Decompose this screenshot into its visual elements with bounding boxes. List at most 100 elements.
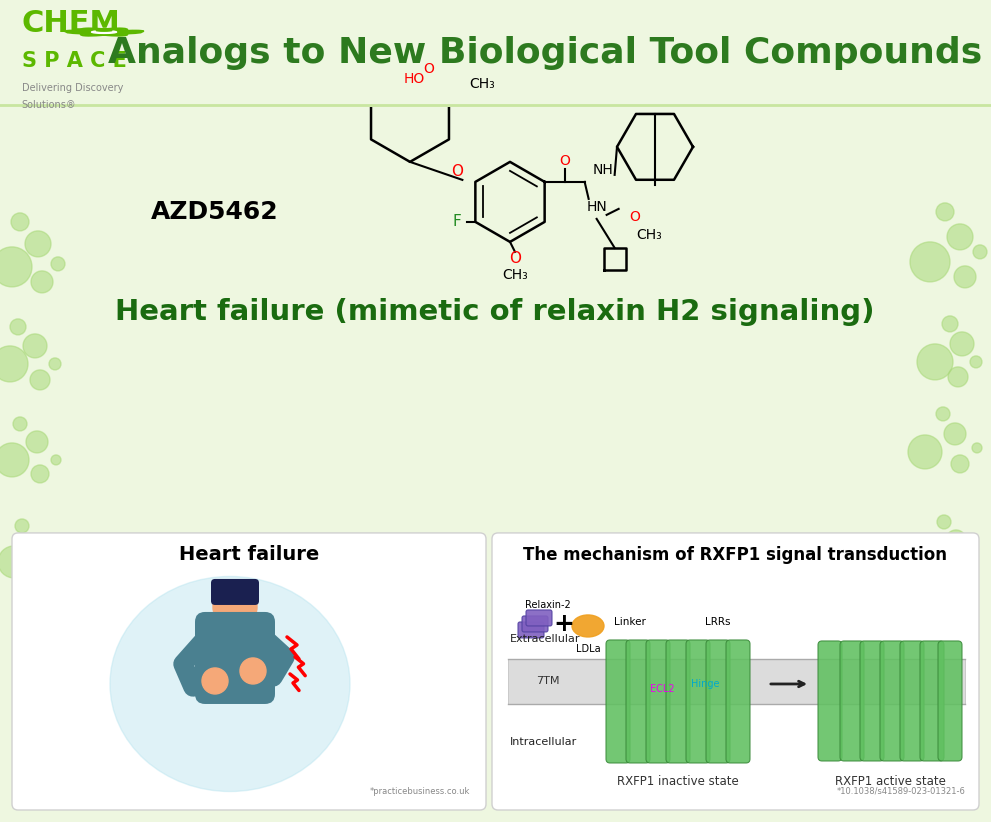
Text: CHEM: CHEM <box>22 8 121 38</box>
Text: CH₃: CH₃ <box>469 77 495 91</box>
Circle shape <box>948 367 968 387</box>
Text: Delivering Discovery: Delivering Discovery <box>22 83 123 94</box>
Text: HO: HO <box>403 72 424 86</box>
Text: HN: HN <box>587 200 607 214</box>
Ellipse shape <box>572 615 604 637</box>
Circle shape <box>28 534 48 554</box>
Text: Extracellular: Extracellular <box>510 634 581 644</box>
Circle shape <box>973 245 987 259</box>
Circle shape <box>10 319 26 335</box>
FancyBboxPatch shape <box>646 640 670 763</box>
Circle shape <box>31 271 53 293</box>
Text: *practicebusiness.co.uk: *practicebusiness.co.uk <box>370 787 470 796</box>
Text: The mechanism of RXFP1 signal transduction: The mechanism of RXFP1 signal transducti… <box>523 546 947 564</box>
Ellipse shape <box>110 576 350 792</box>
Circle shape <box>96 30 112 31</box>
Text: O: O <box>451 164 464 179</box>
Text: Linker: Linker <box>614 617 646 627</box>
Text: 7TM: 7TM <box>536 677 560 686</box>
Text: CH₃: CH₃ <box>636 228 662 242</box>
Text: LDLa: LDLa <box>576 644 601 654</box>
Circle shape <box>30 370 50 390</box>
Text: Intracellular: Intracellular <box>510 737 577 747</box>
FancyBboxPatch shape <box>920 641 944 761</box>
Circle shape <box>954 266 976 288</box>
FancyBboxPatch shape <box>518 622 544 638</box>
Text: O: O <box>559 154 570 168</box>
Text: Analogs to New Biological Tool Compounds: Analogs to New Biological Tool Compounds <box>108 36 982 71</box>
FancyBboxPatch shape <box>195 612 275 704</box>
FancyBboxPatch shape <box>522 616 548 632</box>
Circle shape <box>25 231 51 257</box>
FancyBboxPatch shape <box>938 641 962 761</box>
FancyBboxPatch shape <box>606 640 630 763</box>
Text: Heart failure (mimetic of relaxin H2 signaling): Heart failure (mimetic of relaxin H2 sig… <box>115 298 875 326</box>
Circle shape <box>76 29 132 35</box>
Circle shape <box>0 443 29 477</box>
Circle shape <box>936 407 950 421</box>
Text: Solutions®: Solutions® <box>22 100 76 110</box>
Circle shape <box>51 455 61 465</box>
Circle shape <box>950 332 974 356</box>
Circle shape <box>972 443 982 453</box>
Circle shape <box>15 519 29 533</box>
FancyBboxPatch shape <box>211 579 259 605</box>
Circle shape <box>946 530 966 550</box>
Text: S P A C E: S P A C E <box>22 51 127 72</box>
Text: Relaxin-2: Relaxin-2 <box>525 600 571 610</box>
FancyBboxPatch shape <box>706 640 730 763</box>
Text: LRRs: LRRs <box>706 617 730 627</box>
Circle shape <box>0 546 30 578</box>
Circle shape <box>912 541 944 573</box>
Circle shape <box>947 224 973 250</box>
FancyBboxPatch shape <box>526 610 552 626</box>
Circle shape <box>944 423 966 445</box>
Circle shape <box>942 316 958 332</box>
Text: CH₃: CH₃ <box>502 268 528 282</box>
Circle shape <box>23 334 47 358</box>
Text: +: + <box>554 612 575 636</box>
Circle shape <box>31 465 49 483</box>
Text: O: O <box>629 210 640 224</box>
Circle shape <box>51 257 65 271</box>
Circle shape <box>91 30 117 34</box>
Circle shape <box>0 247 32 287</box>
FancyBboxPatch shape <box>666 640 690 763</box>
FancyBboxPatch shape <box>818 641 842 761</box>
FancyBboxPatch shape <box>686 640 710 763</box>
Circle shape <box>908 435 942 469</box>
Text: O: O <box>423 62 434 76</box>
Text: AZD5462: AZD5462 <box>152 200 278 224</box>
Circle shape <box>64 30 80 32</box>
Circle shape <box>240 658 266 684</box>
FancyBboxPatch shape <box>880 641 904 761</box>
Circle shape <box>49 358 61 370</box>
FancyBboxPatch shape <box>840 641 864 761</box>
Circle shape <box>937 515 951 529</box>
Circle shape <box>11 213 29 231</box>
Circle shape <box>128 30 144 32</box>
Circle shape <box>202 668 228 694</box>
FancyBboxPatch shape <box>508 659 965 704</box>
Circle shape <box>970 356 982 368</box>
Circle shape <box>26 431 48 453</box>
Circle shape <box>0 346 28 382</box>
Text: Heart failure: Heart failure <box>178 546 319 565</box>
FancyBboxPatch shape <box>726 640 750 763</box>
Circle shape <box>951 455 969 473</box>
Text: *10.1038/s41589-023-01321-6: *10.1038/s41589-023-01321-6 <box>837 787 966 796</box>
Text: NH: NH <box>593 163 613 177</box>
Text: ECL2: ECL2 <box>650 684 674 694</box>
Circle shape <box>13 417 27 431</box>
FancyBboxPatch shape <box>12 533 486 810</box>
Circle shape <box>910 242 950 282</box>
FancyBboxPatch shape <box>860 641 884 761</box>
Circle shape <box>213 585 257 629</box>
FancyBboxPatch shape <box>626 640 650 763</box>
Text: F: F <box>453 215 462 229</box>
FancyBboxPatch shape <box>492 533 979 810</box>
Circle shape <box>917 344 953 380</box>
Text: O: O <box>509 252 521 266</box>
Text: Hinge: Hinge <box>691 679 719 689</box>
Text: RXFP1 active state: RXFP1 active state <box>834 775 945 788</box>
